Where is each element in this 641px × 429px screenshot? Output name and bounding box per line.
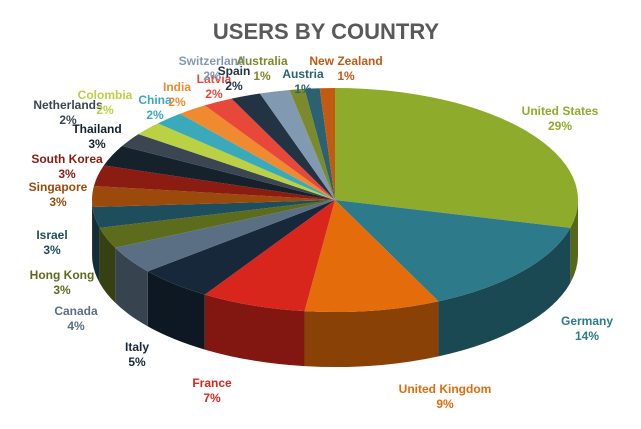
- value-label: 2%: [168, 95, 186, 109]
- category-label: Israel: [36, 228, 67, 242]
- value-label: 9%: [436, 397, 454, 411]
- slice: [204, 98, 335, 200]
- category-label: Hong Kong: [30, 268, 95, 282]
- category-label: Colombia: [78, 88, 133, 102]
- category-label: Latvia: [197, 72, 232, 86]
- slice: [92, 185, 335, 208]
- value-label: 14%: [575, 329, 599, 343]
- slice-side: [147, 271, 205, 350]
- slice: [122, 134, 335, 200]
- value-label: 5%: [128, 355, 146, 369]
- value-label: 1%: [294, 82, 312, 96]
- value-label: 7%: [203, 391, 221, 405]
- category-label: Spain: [218, 64, 251, 78]
- slice: [289, 88, 335, 200]
- slice-sides: [92, 200, 578, 368]
- value-label: 4%: [67, 319, 85, 333]
- slice-tops: [92, 88, 579, 313]
- category-label: Netherlands: [33, 98, 103, 112]
- value-label: 3%: [49, 195, 67, 209]
- slice-side: [304, 301, 439, 368]
- value-label: 3%: [43, 243, 61, 257]
- value-label: 2%: [225, 79, 243, 93]
- category-label: India: [163, 80, 191, 94]
- slice: [157, 113, 335, 200]
- slice-side: [99, 227, 116, 303]
- slice-side: [570, 200, 578, 283]
- category-label: Australia: [236, 54, 288, 68]
- category-label: South Korea: [31, 152, 103, 166]
- slice: [204, 200, 335, 312]
- value-label: 29%: [548, 119, 572, 133]
- slice: [99, 200, 335, 248]
- category-label: Canada: [54, 304, 98, 318]
- category-label: China: [138, 93, 172, 107]
- value-label: 2%: [59, 113, 77, 127]
- slice: [92, 200, 335, 228]
- category-label: Thailand: [72, 122, 121, 136]
- slice-side: [115, 247, 148, 327]
- category-label: France: [192, 376, 232, 390]
- slice: [138, 123, 335, 200]
- category-label: United States: [522, 104, 599, 118]
- slice: [180, 105, 335, 200]
- slice: [304, 200, 439, 313]
- value-label: 1%: [253, 69, 271, 83]
- slice: [319, 88, 335, 200]
- slice: [335, 200, 571, 302]
- slice-side: [92, 207, 100, 283]
- category-label: Singapore: [29, 180, 88, 194]
- slice-side: [204, 294, 305, 367]
- value-label: 1%: [337, 69, 355, 83]
- value-label: 2%: [146, 108, 164, 122]
- slice: [304, 88, 335, 200]
- slice: [259, 89, 335, 200]
- category-label: Germany: [561, 314, 613, 328]
- value-label: 3%: [88, 137, 106, 151]
- value-label: 3%: [53, 283, 71, 297]
- value-label: 3%: [58, 167, 76, 181]
- slice: [103, 146, 335, 200]
- value-label: 2%: [96, 103, 114, 117]
- slice: [147, 200, 335, 295]
- category-label: Austria: [282, 67, 324, 81]
- slice: [231, 93, 335, 200]
- value-label: 2%: [203, 69, 221, 83]
- chart-title: USERS BY COUNTRY: [213, 19, 439, 44]
- category-label: Italy: [125, 340, 149, 354]
- category-label: Switzerland: [179, 54, 246, 68]
- slice: [93, 165, 335, 200]
- slice-side: [438, 227, 571, 357]
- category-label: New Zealand: [309, 54, 382, 68]
- slice: [115, 200, 335, 272]
- category-label: United Kingdom: [399, 382, 492, 396]
- value-label: 2%: [205, 87, 223, 101]
- slice: [335, 88, 579, 228]
